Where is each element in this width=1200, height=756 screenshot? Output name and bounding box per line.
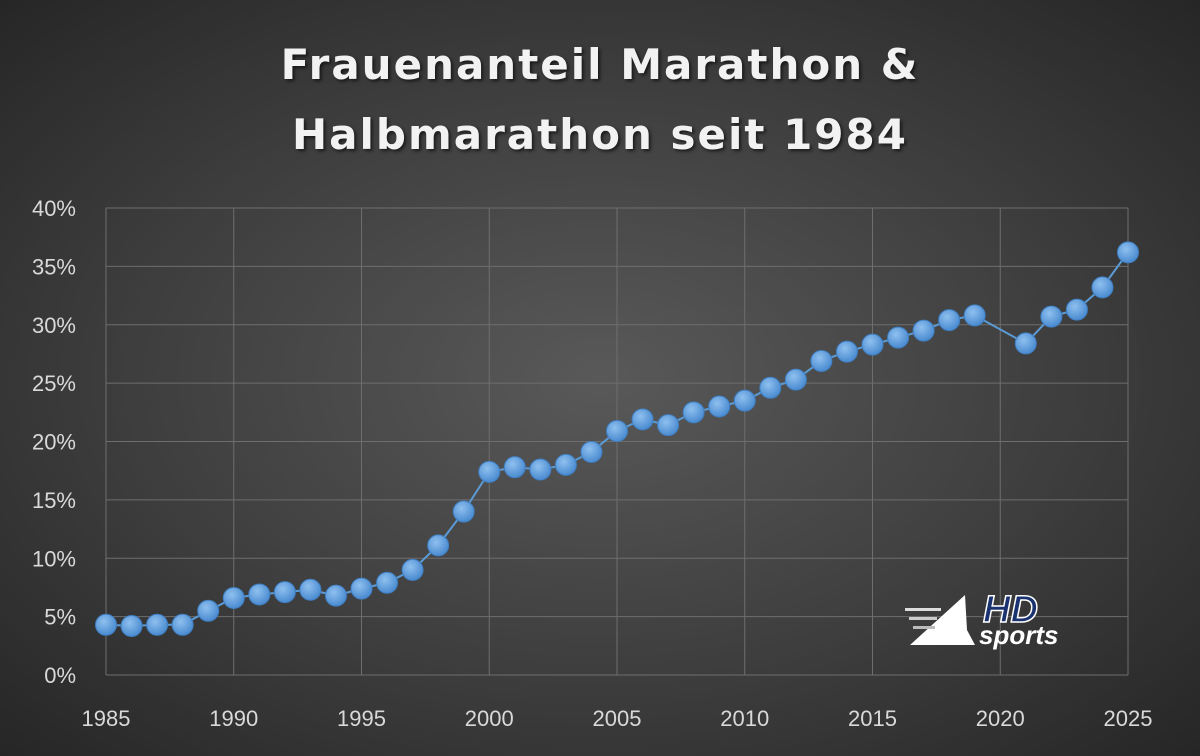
data-point-2013 bbox=[810, 349, 833, 372]
y-tick-label: 20% bbox=[32, 430, 76, 455]
y-tick-label: 40% bbox=[32, 196, 76, 221]
logo-sports: sports bbox=[979, 620, 1058, 650]
chart-title-line2: Halbmarathon seit 1984 bbox=[292, 110, 908, 159]
data-point-1988 bbox=[171, 613, 194, 636]
y-tick-label: 10% bbox=[32, 546, 76, 571]
data-point-2002 bbox=[529, 458, 552, 481]
data-point-2021 bbox=[1014, 332, 1037, 355]
y-tick-label: 25% bbox=[32, 371, 76, 396]
logo-hd: HD bbox=[983, 589, 1038, 631]
data-point-2016 bbox=[887, 326, 910, 349]
data-point-1999 bbox=[452, 500, 475, 523]
data-point-2007 bbox=[657, 414, 680, 437]
x-tick-label: 1990 bbox=[209, 706, 258, 731]
data-point-2025 bbox=[1117, 241, 1139, 264]
data-point-2000 bbox=[478, 460, 501, 483]
hd-sports-logo: HD sports bbox=[905, 588, 1058, 650]
x-tick-label: 2000 bbox=[465, 706, 514, 731]
data-point-2012 bbox=[784, 368, 807, 391]
data-point-1994 bbox=[324, 584, 347, 607]
data-point-1985 bbox=[95, 613, 117, 636]
data-point-1987 bbox=[146, 613, 169, 636]
data-point-2014 bbox=[835, 340, 858, 363]
data-point-2006 bbox=[631, 408, 654, 431]
data-point-2022 bbox=[1040, 305, 1063, 328]
y-tick-label: 35% bbox=[32, 254, 76, 279]
y-tick-label: 15% bbox=[32, 488, 76, 513]
x-tick-label: 2010 bbox=[720, 706, 769, 731]
y-tick-label: 0% bbox=[44, 663, 76, 688]
data-point-1995 bbox=[350, 577, 373, 600]
data-point-1998 bbox=[427, 534, 450, 557]
x-tick-label: 2020 bbox=[976, 706, 1025, 731]
data-point-1996 bbox=[376, 571, 399, 594]
data-point-1986 bbox=[120, 614, 143, 637]
data-point-2011 bbox=[759, 376, 782, 399]
data-point-2017 bbox=[912, 319, 935, 342]
data-point-2005 bbox=[606, 419, 628, 442]
runner-icon bbox=[910, 595, 975, 645]
data-point-2001 bbox=[503, 456, 526, 479]
x-tick-label: 2025 bbox=[1104, 706, 1153, 731]
data-point-1991 bbox=[248, 583, 271, 606]
x-tick-label: 2005 bbox=[593, 706, 642, 731]
chart-title-line1: Frauenanteil Marathon & bbox=[280, 40, 920, 89]
series-line bbox=[105, 251, 1129, 627]
data-point-2008 bbox=[682, 401, 705, 424]
data-point-1992 bbox=[273, 581, 296, 604]
data-point-2010 bbox=[733, 389, 756, 412]
y-tick-label: 5% bbox=[44, 605, 76, 630]
data-point-2023 bbox=[1065, 298, 1088, 321]
data-point-2003 bbox=[554, 453, 577, 476]
x-tick-label: 1985 bbox=[82, 706, 131, 731]
data-point-1990 bbox=[222, 586, 245, 609]
data-point-1989 bbox=[197, 599, 220, 622]
x-tick-label: 1995 bbox=[337, 706, 386, 731]
x-tick-label: 2015 bbox=[848, 706, 897, 731]
y-tick-label: 30% bbox=[32, 313, 76, 338]
data-point-2009 bbox=[708, 395, 731, 418]
data-point-1993 bbox=[299, 578, 322, 601]
data-point-1997 bbox=[401, 558, 424, 581]
data-point-2004 bbox=[580, 441, 603, 464]
data-point-2018 bbox=[938, 309, 961, 332]
data-point-2019 bbox=[963, 304, 986, 327]
data-point-2024 bbox=[1091, 276, 1114, 299]
data-point-2015 bbox=[861, 333, 884, 356]
